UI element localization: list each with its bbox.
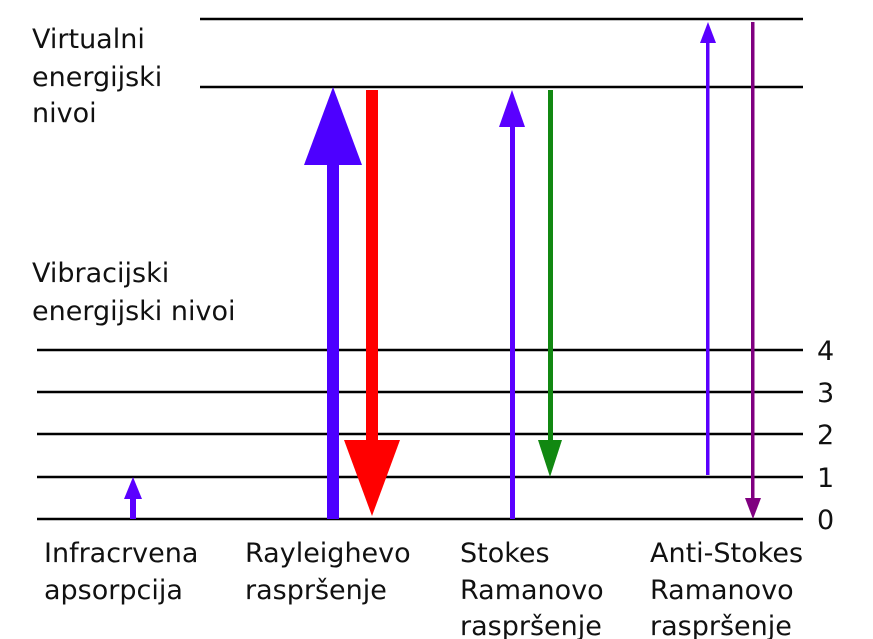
- level-label: 0: [817, 505, 834, 536]
- rayleigh-up-arrow: [304, 87, 362, 519]
- rayleigh-down-arrow: [344, 90, 400, 516]
- process-label: Anti-Stokes: [650, 538, 803, 569]
- virtual-label: energijski: [32, 62, 162, 93]
- level-label: 4: [817, 336, 834, 367]
- process-label: apsorpcija: [44, 575, 183, 606]
- process-label: raspršenje: [460, 611, 602, 639]
- vibrational-label: energijski nivoi: [32, 296, 236, 327]
- anti-stokes-up-arrow: [700, 22, 716, 475]
- stokes-up-arrow: [499, 90, 525, 519]
- anti-stokes-down-arrow: [745, 22, 761, 519]
- level-label: 2: [817, 420, 834, 451]
- ir-arrow: [124, 477, 142, 519]
- process-label: Rayleighevo: [245, 538, 411, 569]
- virtual-label: Virtualni: [32, 24, 145, 55]
- level-label: 3: [817, 378, 834, 409]
- process-label: Ramanovo: [460, 575, 604, 606]
- process-label: raspršenje: [245, 575, 387, 606]
- virtual-label: nivoi: [32, 98, 97, 129]
- process-label: Stokes: [460, 538, 550, 569]
- level-label: 1: [817, 463, 834, 494]
- process-label: raspršenje: [650, 611, 792, 639]
- stokes-down-arrow: [538, 90, 562, 477]
- vibrational-label: Vibracijski: [32, 258, 169, 289]
- process-label: Ramanovo: [650, 575, 794, 606]
- process-label: Infracrvena: [44, 538, 198, 569]
